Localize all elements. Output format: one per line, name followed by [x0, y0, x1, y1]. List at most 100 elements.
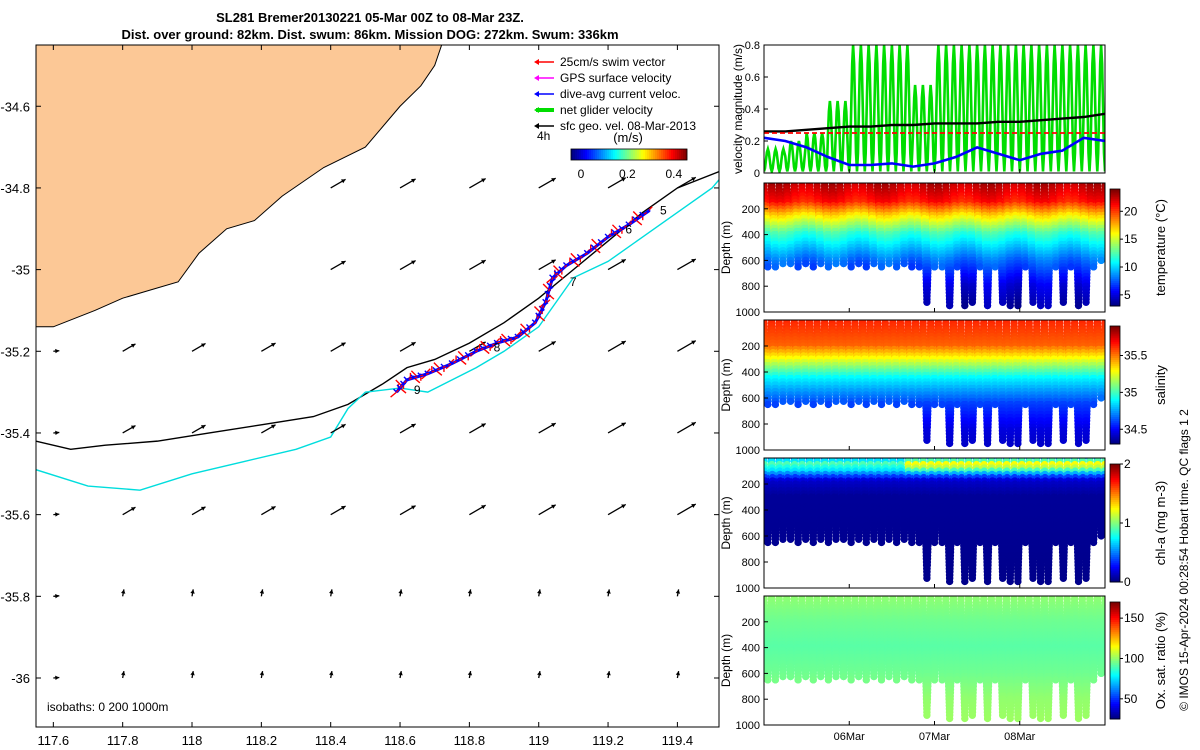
colorbar-cell	[1110, 280, 1120, 284]
geo-velocity-arrow	[538, 340, 557, 352]
colorbar-cell	[1110, 241, 1120, 245]
arrow-head	[329, 671, 334, 676]
colorbar-tick-label: 15	[1124, 232, 1138, 246]
arrow-head	[200, 343, 206, 348]
colorbar-cell	[1110, 228, 1120, 231]
section-sample-point	[794, 400, 802, 409]
isobaths-label: isobaths: 0 200 1000m	[47, 700, 168, 714]
isobath-200m-line	[36, 179, 719, 491]
colorbar-cell	[1110, 296, 1120, 299]
legend-colorbar-cell	[595, 149, 598, 160]
arrow-head	[55, 348, 60, 354]
legend-colorbar-cell	[601, 149, 604, 160]
arrow-head	[481, 423, 486, 428]
legend-interval-label: 4h	[537, 129, 550, 143]
section-sample-point	[953, 400, 961, 409]
map-x-tick-label: 119.2	[592, 733, 624, 748]
legend-marker-head	[534, 91, 539, 97]
section-sample-point	[847, 400, 855, 409]
colorbar-cell	[1110, 257, 1120, 260]
geo-velocity-arrow	[677, 258, 697, 271]
map-y-tick-label: -35	[11, 263, 30, 278]
map-y-tick-label: -35.8	[0, 589, 30, 604]
geo-velocity-arrow	[607, 422, 627, 434]
map-x-tick-label: 119.4	[662, 733, 694, 748]
section-sample-point	[1037, 302, 1045, 310]
geo-velocity-arrow	[330, 505, 346, 516]
map-x-tick-label: 119	[528, 733, 549, 748]
arrow-head	[411, 260, 416, 265]
arrow-head	[200, 506, 206, 511]
colorbar-cell	[1110, 229, 1120, 233]
geo-velocity-arrow	[467, 589, 473, 597]
geo-velocity-arrow	[607, 177, 627, 189]
section-sample-point	[968, 436, 977, 444]
geo-velocity-arrow	[398, 589, 403, 597]
section-sample-point	[984, 302, 992, 310]
geo-velocity-arrow	[399, 505, 416, 516]
legend-colorbar-cell	[573, 149, 576, 160]
legend-colorbar-cell	[631, 149, 634, 160]
arrow-head	[341, 424, 346, 429]
legend-colorbar-cell	[649, 149, 652, 160]
arrow-head	[398, 671, 403, 676]
day-marker-label: 6	[625, 223, 632, 237]
geo-velocity-arrow	[121, 589, 126, 597]
legend-colorbar-cell	[679, 149, 682, 160]
colorbar-frame	[1109, 188, 1121, 307]
geo-velocity-arrow	[121, 670, 126, 679]
section-sample-point	[1059, 298, 1067, 306]
section-y-tick-label: 400	[742, 230, 760, 242]
geo-velocity-arrow	[122, 343, 136, 352]
colorbar-cell	[1110, 284, 1120, 287]
arrow-head	[411, 423, 416, 428]
legend-colorbar-cell	[629, 149, 632, 160]
arrow-head	[200, 425, 206, 430]
colorbar-cell	[1110, 198, 1120, 202]
geo-velocity-arrow	[606, 589, 611, 597]
legend-entry: 25cm/s swim vector	[560, 55, 665, 69]
section-sample-point	[840, 397, 848, 405]
section-sample-point	[900, 260, 908, 268]
section-sample-point	[824, 263, 833, 271]
geo-velocity-arrow	[330, 423, 346, 434]
geo-velocity-arrow	[538, 504, 557, 516]
arrow-head	[130, 425, 136, 430]
legend-colorbar-cell	[663, 149, 666, 160]
geo-velocity-arrow	[469, 259, 486, 271]
legend-colorbar-cell	[587, 149, 590, 160]
geo-velocity-arrow	[469, 504, 486, 516]
colorbar-cell	[1110, 196, 1120, 200]
arrow-head	[537, 671, 542, 676]
legend-colorbar-cell	[615, 149, 618, 160]
legend-colorbar-cell	[657, 149, 660, 160]
arrow-head	[190, 589, 195, 594]
colorbar-cell	[1110, 237, 1120, 241]
legend-entry: sfc geo. vel. 08-Mar-2013	[560, 119, 696, 133]
colorbar-label: temperature (°C)	[1153, 199, 1168, 296]
arrow-head	[259, 589, 265, 594]
map-x-tick-label: 118.2	[246, 733, 278, 748]
section-sample-point	[923, 436, 931, 444]
section-y-tick-label: 600	[742, 255, 760, 267]
arrow-head	[270, 506, 276, 511]
arrow-head	[398, 589, 403, 594]
map-x-tick-label: 118.8	[454, 733, 486, 748]
geo-velocity-arrow	[330, 178, 346, 189]
geo-velocity-arrow	[329, 589, 334, 597]
legend-colorbar-cell	[669, 149, 672, 160]
colorbar-tick-label: 20	[1124, 204, 1138, 218]
geo-velocity-arrow	[261, 505, 276, 516]
colorbar-cell	[1110, 190, 1120, 194]
geo-velocity-arrow	[607, 503, 627, 516]
section-sample-point	[1029, 298, 1037, 306]
legend-colorbar-cell	[603, 149, 606, 160]
geo-velocity-arrow	[677, 503, 697, 516]
velocity-y-axis-label: velocity magnitude (m/s)	[731, 44, 745, 174]
section-sample-point	[1044, 302, 1052, 310]
arrow-head	[691, 177, 696, 182]
arrow-head	[411, 178, 416, 183]
section-sample-point	[855, 397, 863, 405]
geo-velocity-arrow	[537, 670, 542, 679]
